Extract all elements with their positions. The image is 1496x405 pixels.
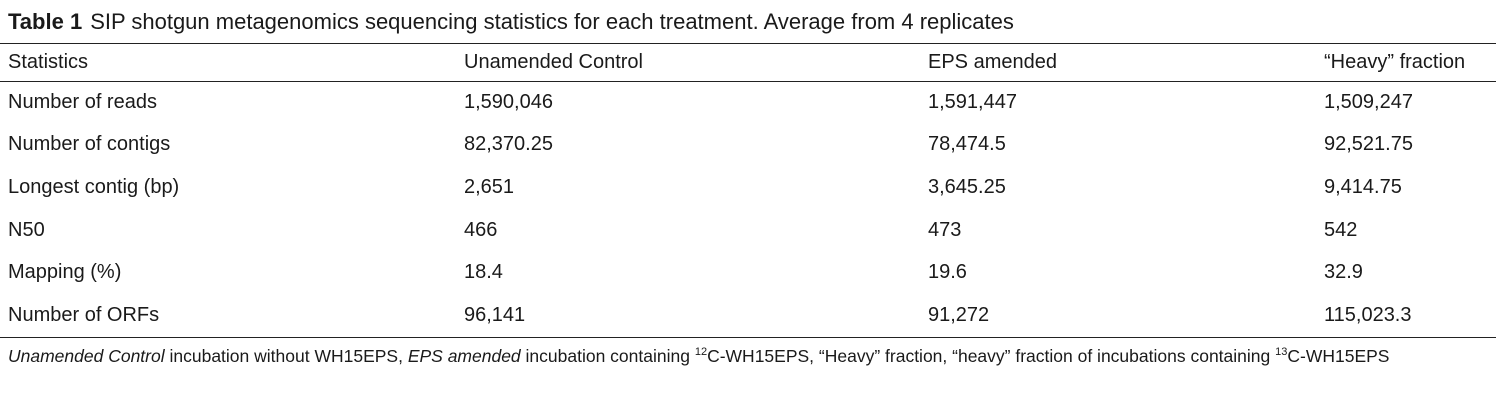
table-cell: 466 bbox=[464, 218, 498, 241]
footnote-text: C-WH15EPS, “Heavy” fraction, “heavy” fra… bbox=[707, 346, 1276, 366]
row-label: Number of contigs bbox=[8, 133, 171, 156]
top-rule bbox=[0, 43, 1496, 44]
table-cell: 473 bbox=[928, 218, 962, 241]
row-label: Longest contig (bp) bbox=[8, 175, 180, 198]
footnote-superscript-13: 13 bbox=[1275, 346, 1288, 358]
footnote-superscript-12: 12 bbox=[694, 346, 708, 358]
table-cell: 3,645.25 bbox=[928, 175, 1006, 198]
row-label: Number of ORFs bbox=[8, 303, 160, 326]
table-cell: 2,651 bbox=[464, 175, 515, 198]
table-row: Number of reads 1,590,046 1,591,447 1,50… bbox=[0, 81, 1492, 124]
row-label: Mapping (%) bbox=[8, 261, 122, 284]
table-row: Longest contig (bp) 2,651 3,645.25 9,414… bbox=[0, 166, 1492, 209]
table-cell: 1,591,447 bbox=[928, 90, 1017, 113]
table-cell: 1,509,247 bbox=[1324, 90, 1413, 113]
table-caption: Table 1 SIP shotgun metagenomics sequenci… bbox=[8, 8, 1014, 36]
table-row: Number of contigs 82,370.25 78,474.5 92,… bbox=[0, 124, 1492, 167]
table-cell: 542 bbox=[1324, 218, 1358, 241]
footnote-text: incubation containing bbox=[520, 346, 695, 366]
footnote-term-eps: EPS amended bbox=[407, 346, 521, 366]
table-cell: 96,141 bbox=[464, 303, 526, 326]
table-row: Mapping (%) 18.4 19.6 32.9 bbox=[0, 251, 1492, 294]
footnote-text: incubation without WH15EPS, bbox=[164, 346, 408, 366]
table-cell: 1,590,046 bbox=[464, 90, 553, 113]
table-cell: 18.4 bbox=[464, 261, 503, 284]
table-cell: 92,521.75 bbox=[1324, 133, 1413, 156]
table-row: N50 466 473 542 bbox=[0, 209, 1492, 252]
table-row: Number of ORFs 96,141 91,272 115,023.3 bbox=[0, 294, 1492, 337]
table-title: SIP shotgun metagenomics sequencing stat… bbox=[90, 9, 1014, 34]
table-footnote: Unamended Control incubation without WH1… bbox=[8, 345, 1478, 367]
header-statistics: Statistics bbox=[8, 51, 89, 73]
table-cell: 82,370.25 bbox=[464, 133, 553, 156]
header-rule bbox=[0, 81, 1496, 82]
table-cell: 19.6 bbox=[928, 261, 967, 284]
bottom-rule bbox=[0, 337, 1496, 338]
table-cell: 78,474.5 bbox=[928, 133, 1006, 156]
header-unamended-control: Unamended Control bbox=[464, 51, 643, 73]
footnote-term-unamended: Unamended Control bbox=[8, 346, 165, 366]
header-heavy-fraction: “Heavy” fraction bbox=[1324, 51, 1466, 73]
table-cell: 91,272 bbox=[928, 303, 990, 326]
header-row: Statistics Unamended Control EPS amended… bbox=[0, 44, 1492, 81]
table-cell: 32.9 bbox=[1324, 261, 1363, 284]
header-eps-amended: EPS amended bbox=[928, 51, 1057, 73]
footnote-text: C-WH15EPS bbox=[1287, 346, 1390, 366]
table-cell: 9,414.75 bbox=[1324, 175, 1402, 198]
row-label: Number of reads bbox=[8, 90, 157, 113]
table-cell: 115,023.3 bbox=[1324, 303, 1412, 326]
table-label: Table 1 bbox=[8, 9, 83, 34]
statistics-table: Statistics Unamended Control EPS amended… bbox=[0, 44, 1492, 337]
row-label: N50 bbox=[8, 218, 45, 241]
